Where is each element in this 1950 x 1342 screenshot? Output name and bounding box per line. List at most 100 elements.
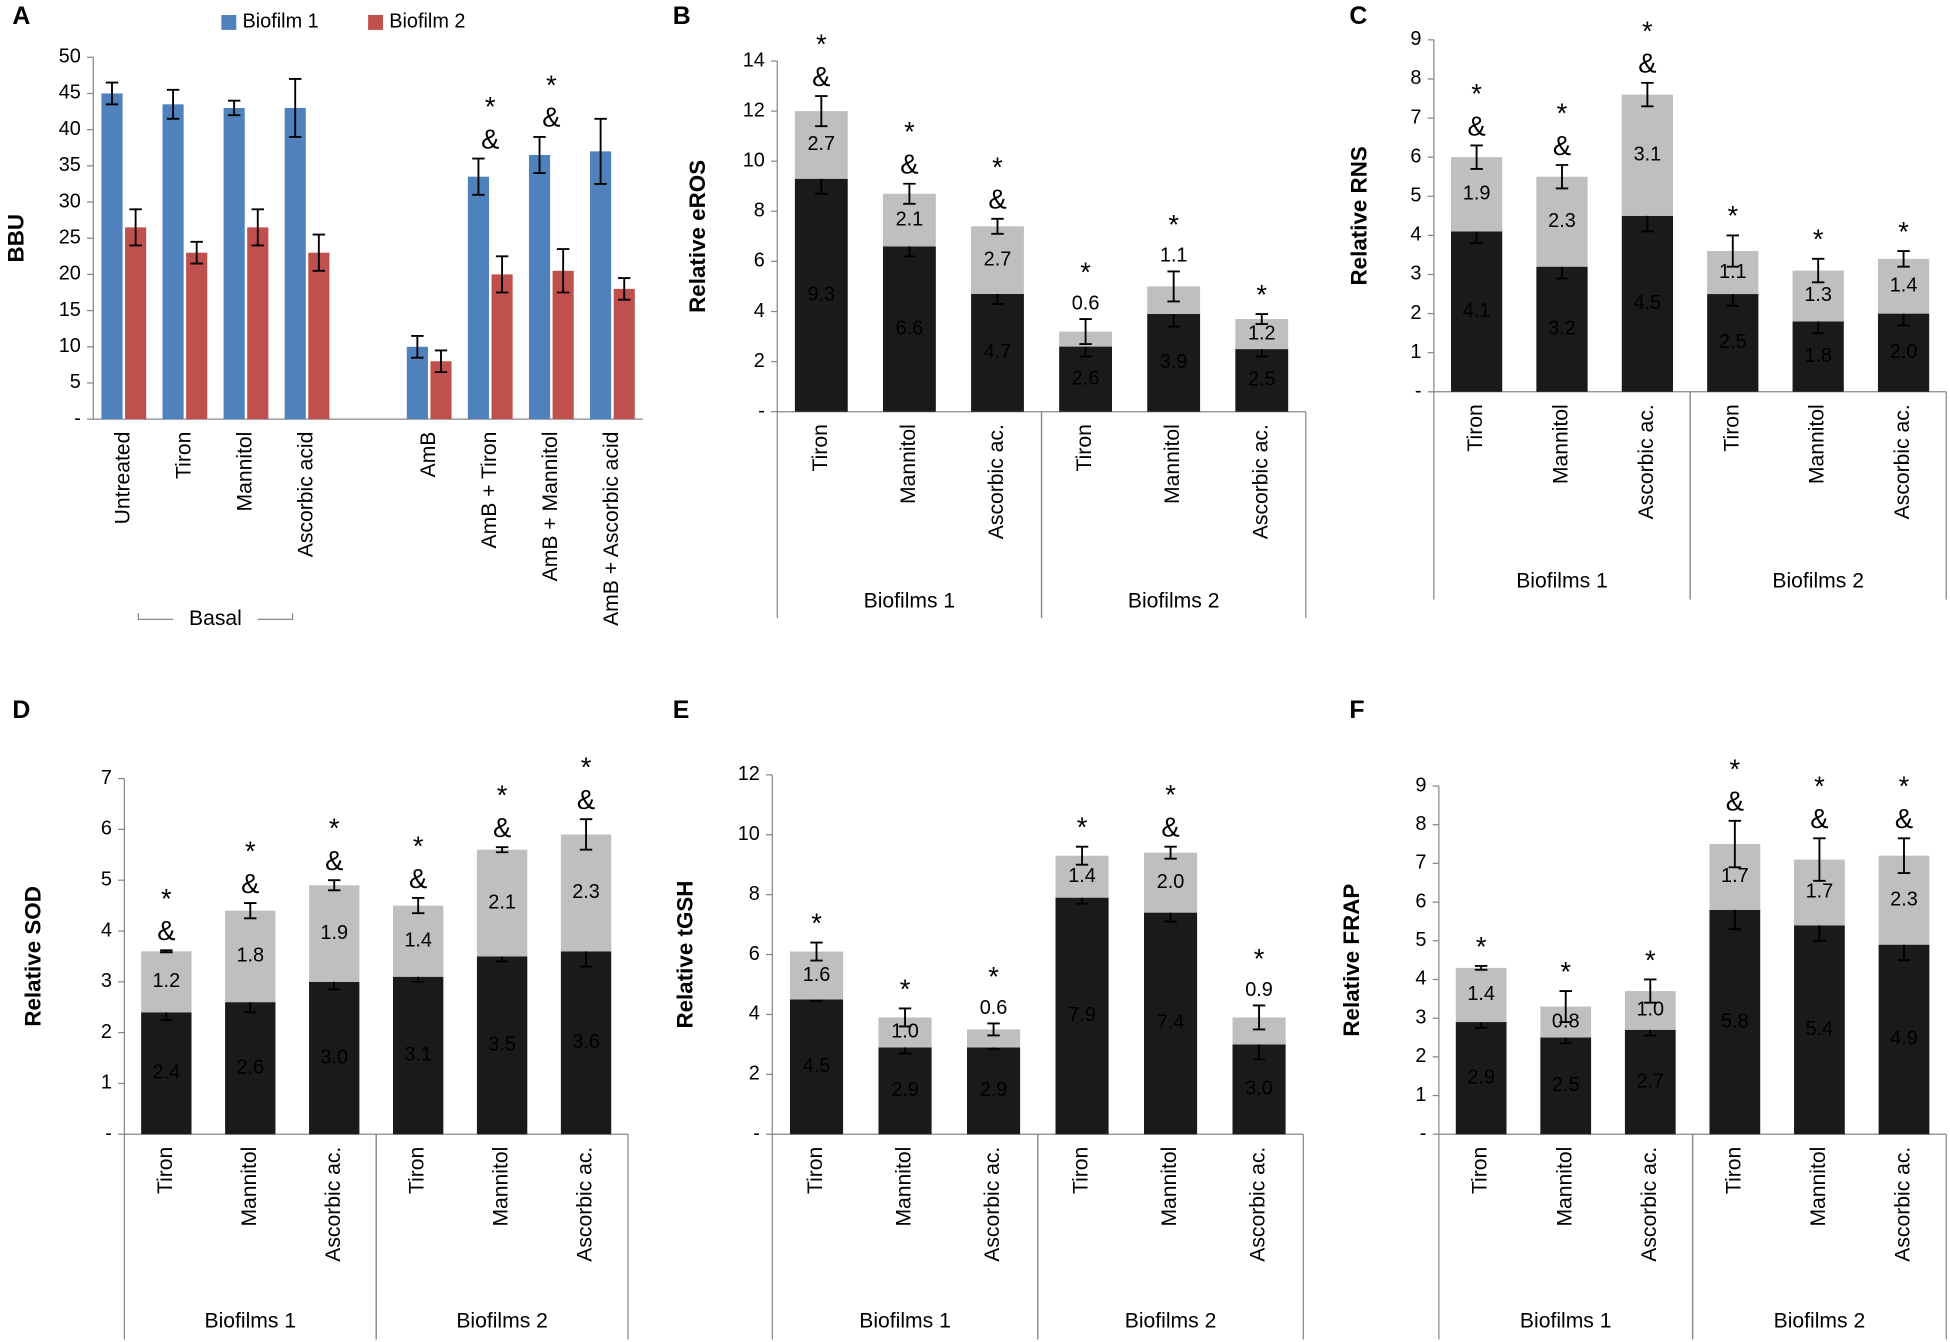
- significance-marker: &: [1895, 803, 1913, 834]
- significance-marker: *: [1642, 15, 1653, 46]
- panel-label: E: [673, 696, 690, 724]
- value-label: 4.5: [803, 1055, 831, 1077]
- x-tick-label: Tiron: [1464, 404, 1487, 451]
- bar-segment: [1235, 349, 1289, 412]
- value-label: 2.7: [807, 133, 835, 155]
- value-label: 1.6: [803, 964, 831, 986]
- y-tick-label: 7: [1415, 852, 1426, 874]
- y-tick-label: -: [1420, 1122, 1427, 1144]
- y-axis-label: BBU: [3, 214, 28, 262]
- error-bar: [1811, 257, 1825, 284]
- y-tick-label: 5: [70, 371, 81, 393]
- error-bar: [987, 1022, 1000, 1037]
- error-bar: [472, 157, 485, 196]
- bar: [430, 361, 452, 420]
- x-tick-label: Mannitol: [1158, 1147, 1181, 1227]
- value-label: 1.9: [1463, 183, 1491, 205]
- y-tick-label: 10: [743, 149, 765, 171]
- bar-segment: [1877, 258, 1930, 314]
- error-bar: [1075, 845, 1089, 866]
- error-bar: [1728, 819, 1742, 869]
- y-tick-label: 20: [59, 263, 81, 285]
- bar-segment: [789, 999, 844, 1135]
- panel-label: A: [12, 2, 30, 30]
- value-label: 2.9: [980, 1079, 1008, 1101]
- value-label: 2.1: [488, 891, 516, 913]
- x-tick-label: Ascorbic ac.: [985, 424, 1008, 539]
- error-bar: [1897, 250, 1910, 268]
- bar: [552, 270, 574, 420]
- significance-marker: &: [409, 863, 427, 894]
- y-tick-label: 6: [1415, 890, 1426, 912]
- bar-segment: [225, 1002, 276, 1135]
- bar: [528, 154, 551, 420]
- y-axis-label: Relative tGSH: [672, 881, 697, 1029]
- value-label: 1.2: [1248, 322, 1276, 344]
- bar: [186, 252, 208, 420]
- error-bar: [1164, 845, 1177, 860]
- significance-marker: &: [157, 915, 175, 946]
- significance-marker: *: [1730, 753, 1741, 784]
- y-tick-label: 15: [59, 299, 81, 321]
- error-bar: [1470, 144, 1483, 170]
- bar-segment: [476, 956, 528, 1135]
- value-label: 9.3: [807, 283, 835, 305]
- panel-label: F: [1349, 696, 1364, 724]
- error-bar: [289, 78, 302, 138]
- error-bar: [1255, 313, 1268, 325]
- y-tick-label: 25: [59, 226, 81, 248]
- y-tick-label: 4: [101, 919, 112, 941]
- x-tick-label: Ascorbic ac.: [322, 1147, 345, 1262]
- error-bar: [533, 135, 546, 175]
- significance-marker: *: [413, 830, 424, 861]
- significance-marker: *: [900, 973, 911, 1004]
- value-label: 1.3: [1804, 284, 1832, 306]
- significance-marker: *: [485, 91, 496, 122]
- x-tick-label: Tiron: [1469, 1147, 1492, 1194]
- value-label: 0.8: [1552, 1010, 1580, 1032]
- significance-marker: *: [329, 813, 340, 844]
- significance-marker: &: [241, 868, 259, 899]
- value-label: 3.0: [1245, 1078, 1273, 1100]
- bar-segment: [1877, 313, 1930, 392]
- bar-segment: [560, 834, 612, 952]
- significance-marker: *: [497, 780, 508, 811]
- x-tick-label: Tiron: [1720, 404, 1743, 451]
- bar-segment: [1709, 909, 1761, 1135]
- bar-segment: [309, 981, 360, 1135]
- x-tick-label: Ascorbic ac.: [1247, 1147, 1270, 1262]
- x-tick-label: AmB: [417, 432, 440, 478]
- group-label: Biofilms 1: [204, 1310, 296, 1333]
- error-bar: [411, 334, 424, 359]
- y-tick-label: 2: [1415, 1045, 1426, 1067]
- group-bracket: [137, 613, 174, 621]
- significance-marker: &: [1161, 812, 1179, 843]
- error-bar: [898, 1007, 912, 1028]
- value-label: 1.4: [1890, 274, 1918, 296]
- value-label: 2.7: [984, 248, 1012, 270]
- significance-marker: *: [245, 836, 256, 867]
- y-tick-label: 1: [1410, 341, 1421, 363]
- y-tick-label: -: [1415, 380, 1422, 402]
- bar: [284, 107, 306, 420]
- y-tick-label: 3: [1415, 1006, 1426, 1028]
- value-label: 2.3: [1548, 210, 1576, 232]
- significance-marker: *: [988, 961, 999, 992]
- y-tick-label: 4: [1415, 968, 1426, 990]
- significance-marker: *: [161, 883, 172, 914]
- error-bar: [594, 117, 607, 185]
- x-tick-label: Tiron: [172, 432, 195, 479]
- value-label: 1.7: [1721, 865, 1749, 887]
- x-tick-label: Tiron: [154, 1147, 177, 1194]
- x-tick-label: Mannitol: [234, 432, 257, 512]
- value-label: 2.0: [1157, 871, 1185, 893]
- error-bar: [190, 240, 203, 265]
- significance-marker: &: [325, 845, 343, 876]
- group-label: Biofilms 1: [1516, 570, 1608, 593]
- x-tick-label: Ascorbic ac.: [1635, 404, 1658, 519]
- bar-segment: [1536, 266, 1588, 392]
- value-label: 2.7: [1636, 1070, 1664, 1092]
- error-bar: [579, 818, 593, 851]
- bar-segment: [1707, 294, 1759, 392]
